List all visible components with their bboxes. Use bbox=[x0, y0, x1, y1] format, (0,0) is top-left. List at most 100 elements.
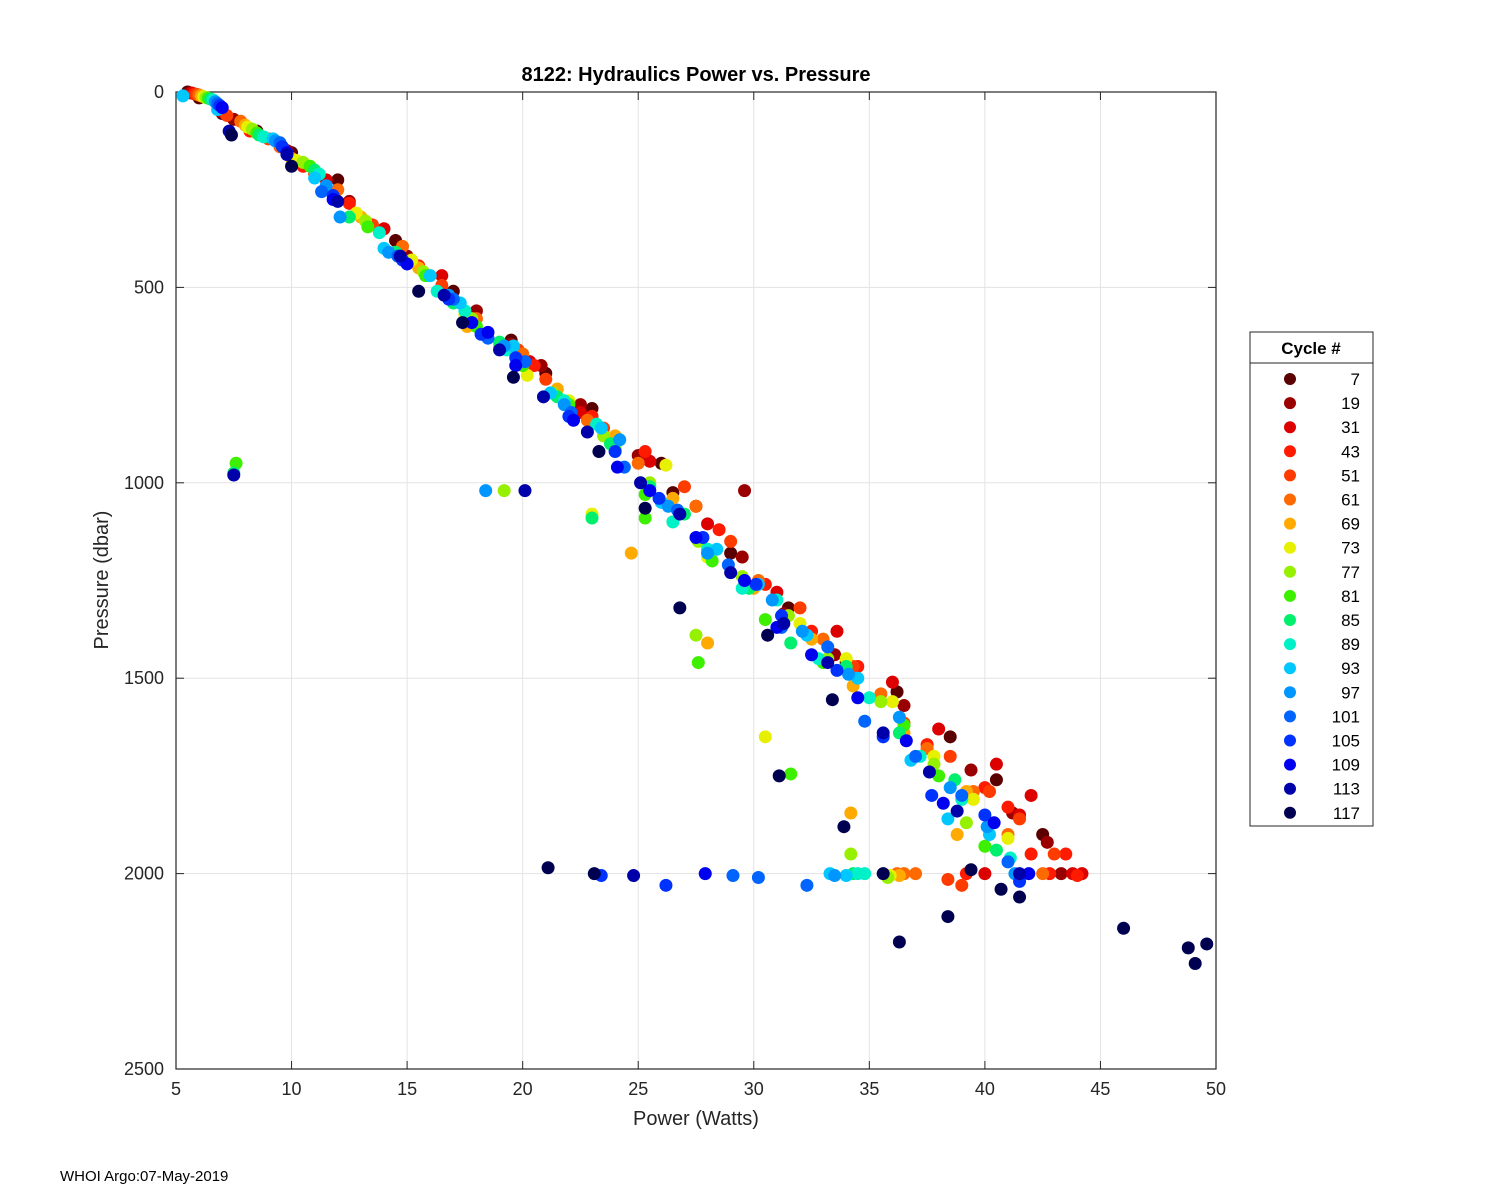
legend-marker bbox=[1284, 565, 1296, 578]
x-tick-label: 25 bbox=[628, 1079, 648, 1099]
data-point bbox=[955, 878, 969, 892]
y-axis-ticks: 0 500 1000 1500 2000 2500 bbox=[124, 82, 1216, 1079]
data-point bbox=[724, 566, 738, 580]
data-point bbox=[638, 511, 652, 525]
y-tick-label: 2500 bbox=[124, 1059, 164, 1079]
legend-item: 51 bbox=[1284, 466, 1360, 485]
y-tick-label: 0 bbox=[154, 82, 164, 102]
data-point bbox=[342, 210, 356, 224]
legend-item: 105 bbox=[1284, 732, 1360, 751]
data-point bbox=[851, 691, 865, 705]
legend-item: 77 bbox=[1284, 563, 1360, 582]
data-point bbox=[1117, 921, 1131, 935]
data-point bbox=[897, 699, 911, 713]
data-point bbox=[624, 546, 638, 560]
x-tick-label: 10 bbox=[282, 1079, 302, 1099]
data-point bbox=[659, 458, 673, 472]
series-cycle-97 bbox=[208, 95, 1022, 883]
data-point bbox=[1054, 867, 1068, 881]
x-tick-label: 20 bbox=[513, 1079, 533, 1099]
data-point bbox=[777, 616, 791, 630]
data-point bbox=[689, 499, 703, 513]
data-point bbox=[758, 730, 772, 744]
data-point bbox=[701, 636, 715, 650]
data-point bbox=[1036, 867, 1050, 881]
legend-item: 113 bbox=[1284, 780, 1360, 799]
data-point bbox=[862, 691, 876, 705]
data-point bbox=[712, 523, 726, 537]
legend-item: 81 bbox=[1284, 587, 1360, 606]
data-point bbox=[465, 316, 479, 330]
data-point bbox=[423, 269, 437, 283]
legend: Cycle # 7 19 31 43 51 61 69 73 77 81 85 89 93 97 101 10… bbox=[1249, 331, 1374, 827]
legend-label: 43 bbox=[1341, 442, 1360, 461]
data-point bbox=[751, 871, 765, 885]
data-point bbox=[580, 425, 594, 439]
data-points bbox=[176, 85, 1214, 970]
data-point bbox=[978, 867, 992, 881]
data-point bbox=[943, 730, 957, 744]
data-point bbox=[701, 546, 715, 560]
legend-item: 43 bbox=[1284, 442, 1360, 461]
legend-marker bbox=[1284, 806, 1296, 819]
legend-label: 7 bbox=[1351, 370, 1360, 389]
legend-item: 93 bbox=[1284, 659, 1360, 678]
data-point bbox=[1022, 867, 1036, 881]
data-point bbox=[701, 517, 715, 531]
data-point bbox=[989, 843, 1003, 857]
data-point bbox=[691, 656, 705, 670]
data-point bbox=[481, 325, 495, 339]
legend-label: 93 bbox=[1341, 659, 1360, 678]
data-point bbox=[842, 667, 856, 681]
data-point bbox=[738, 574, 752, 587]
data-point bbox=[1001, 855, 1015, 869]
data-point bbox=[772, 769, 786, 783]
data-point bbox=[215, 101, 229, 115]
legend-label: 61 bbox=[1341, 491, 1360, 510]
data-point bbox=[885, 695, 899, 709]
legend-items: 7 19 31 43 51 61 69 73 77 81 85 89 93 97 101 105 109 113 1… bbox=[1284, 370, 1360, 823]
data-point bbox=[858, 714, 872, 728]
data-point bbox=[892, 869, 906, 883]
y-axis-label: Pressure (dbar) bbox=[91, 511, 113, 650]
legend-item: 109 bbox=[1284, 756, 1360, 775]
y-tick-label: 2000 bbox=[124, 864, 164, 884]
legend-label: 73 bbox=[1341, 539, 1360, 558]
data-point bbox=[1013, 890, 1027, 904]
data-point bbox=[497, 484, 511, 498]
data-point bbox=[229, 456, 243, 470]
data-point bbox=[1188, 956, 1202, 970]
data-point bbox=[1013, 867, 1027, 881]
data-point bbox=[950, 804, 964, 818]
legend-label: 77 bbox=[1341, 563, 1360, 582]
data-point bbox=[456, 316, 470, 330]
data-point bbox=[280, 148, 294, 162]
footer-note: WHOI Argo:07-May-2019 bbox=[60, 1168, 229, 1185]
series-cycle-117 bbox=[224, 128, 1214, 970]
data-point bbox=[634, 476, 648, 490]
data-point bbox=[795, 624, 809, 638]
data-point bbox=[698, 867, 712, 881]
data-point bbox=[506, 339, 520, 353]
legend-item: 7 bbox=[1284, 370, 1360, 389]
data-point bbox=[805, 648, 819, 662]
data-point bbox=[285, 159, 299, 173]
data-point bbox=[361, 220, 375, 234]
data-point bbox=[689, 531, 703, 545]
data-point bbox=[837, 820, 851, 834]
legend-label: 113 bbox=[1333, 780, 1360, 799]
x-tick-label: 40 bbox=[975, 1079, 995, 1099]
data-point bbox=[876, 726, 890, 740]
data-point bbox=[724, 546, 738, 560]
data-point bbox=[964, 863, 978, 877]
legend-label: 101 bbox=[1332, 707, 1360, 726]
chart-title: 8122: Hydraulics Power vs. Pressure bbox=[521, 64, 870, 86]
data-point bbox=[372, 226, 386, 240]
legend-label: 51 bbox=[1341, 466, 1360, 485]
x-axis-label: Power (Watts) bbox=[633, 1108, 759, 1130]
data-point bbox=[342, 196, 356, 210]
data-point bbox=[966, 792, 980, 806]
data-point bbox=[726, 869, 740, 883]
legend-item: 73 bbox=[1284, 539, 1360, 558]
legend-marker bbox=[1284, 445, 1296, 458]
